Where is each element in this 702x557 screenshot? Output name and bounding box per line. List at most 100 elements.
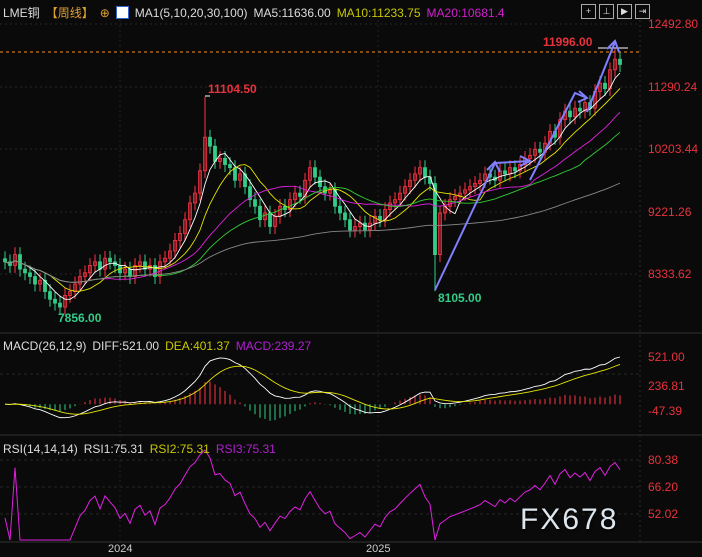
candle-body xyxy=(268,212,272,227)
candle-body xyxy=(528,154,532,159)
candle-body xyxy=(393,199,397,204)
candle-body xyxy=(358,222,362,227)
candle-body xyxy=(33,276,37,285)
candle-body xyxy=(418,167,422,175)
crosshair-icon[interactable]: ⊕ xyxy=(99,5,110,20)
rsi2-value: RSI2:75.31 xyxy=(149,442,210,456)
candle-body xyxy=(433,183,437,256)
candle-body xyxy=(398,192,402,201)
rsi-header: RSI(14,14,14) RSI1:75.31 RSI2:75.31 RSI3… xyxy=(3,442,276,456)
candle-body xyxy=(463,189,467,194)
ma30-line xyxy=(4,131,621,283)
rsi-name[interactable]: RSI(14,14,14) xyxy=(3,442,78,456)
candle-body xyxy=(438,212,442,256)
candle-body xyxy=(213,145,217,162)
candle-body xyxy=(83,272,87,277)
candle-body xyxy=(138,261,142,266)
trend-arrow xyxy=(434,162,496,291)
candle-body xyxy=(473,183,477,188)
candle-body xyxy=(353,226,357,231)
candle-body xyxy=(573,107,577,118)
low-annotation-2025: 8105.00 xyxy=(438,291,482,305)
candle-body xyxy=(158,261,162,277)
candle-body xyxy=(228,164,232,169)
macd-value: MACD:239.27 xyxy=(235,339,312,353)
candle-body xyxy=(363,222,367,231)
candle-body xyxy=(133,265,137,277)
main-header: LME铜 【周线】 ⊕ MA1(5,10,20,30,100) MA5:1163… xyxy=(3,4,505,21)
play-icon[interactable]: ▶ xyxy=(617,4,632,19)
ma20-value: MA20:10681.4 xyxy=(426,5,505,20)
candle-body xyxy=(223,157,227,165)
candle-body xyxy=(173,240,177,252)
candle-body xyxy=(188,202,192,221)
candle-body xyxy=(248,186,252,201)
candle-body xyxy=(258,205,262,221)
y-tick: 11290.24 xyxy=(648,80,698,94)
candle-body xyxy=(43,279,47,292)
candle-body xyxy=(403,186,407,194)
macd-diff: DIFF:521.00 xyxy=(92,339,160,353)
rsi-tick: 66.20 xyxy=(648,480,679,494)
ma100-line xyxy=(4,182,621,283)
dea-line xyxy=(4,363,621,415)
watermark: FX678 xyxy=(520,503,619,536)
candle-body xyxy=(293,192,297,201)
candle-body xyxy=(143,261,147,270)
ma-indicator-label[interactable]: MA1(5,10,20,30,100) xyxy=(134,5,248,20)
candle-body xyxy=(468,186,472,191)
period-label[interactable]: 【周线】 xyxy=(45,6,94,20)
candle-body xyxy=(88,265,92,274)
ma5-line xyxy=(4,72,621,300)
candle-body xyxy=(413,173,417,181)
rsi-tick: 80.38 xyxy=(648,453,679,467)
candle-body xyxy=(163,257,167,263)
ma20-line xyxy=(4,112,621,283)
candle-body xyxy=(478,179,482,184)
y-tick: 12492.80 xyxy=(648,17,699,31)
candle-body xyxy=(373,215,377,224)
candle-body xyxy=(238,173,242,181)
candle-body xyxy=(298,192,302,197)
forward-icon[interactable]: ⇥ xyxy=(635,4,650,19)
candle-body xyxy=(483,173,487,181)
candle-body xyxy=(408,179,412,188)
x-tick: 2024 xyxy=(108,543,133,555)
indicator-chart-icon[interactable] xyxy=(115,6,129,19)
candle-body xyxy=(208,136,212,147)
candle-body xyxy=(308,167,312,181)
candle-body xyxy=(303,179,307,197)
candle-body xyxy=(288,199,292,211)
recent-high-annotation: 11996.00 xyxy=(543,35,593,49)
candle-body xyxy=(578,107,582,112)
candle-body xyxy=(568,110,572,118)
y-tick: 10203.44 xyxy=(648,142,699,156)
candle-body xyxy=(123,268,127,274)
candle-body xyxy=(13,254,17,266)
y-tick: 9221.26 xyxy=(648,205,692,219)
crosshair-tool-icon[interactable]: + xyxy=(581,4,596,19)
zoom-tool-icon[interactable]: ⊥ xyxy=(599,4,614,19)
candle-body xyxy=(58,302,62,308)
macd-tick: 236.81 xyxy=(648,379,685,393)
candle-body xyxy=(253,199,257,207)
candle-body xyxy=(108,257,112,263)
candle-body xyxy=(183,219,187,234)
candle-body xyxy=(603,82,607,90)
candle-body xyxy=(3,258,7,263)
candle-body xyxy=(63,295,67,308)
candle-body xyxy=(263,212,267,221)
macd-name[interactable]: MACD(26,12,9) xyxy=(3,339,87,353)
candle-body xyxy=(203,136,207,172)
candle-body xyxy=(233,167,237,181)
ma10-value: MA10:11233.75 xyxy=(336,5,421,20)
candle-body xyxy=(38,279,42,285)
candle-body xyxy=(533,148,537,156)
ma10-line xyxy=(4,88,621,292)
candle-body xyxy=(28,272,32,277)
trend-arrow xyxy=(494,160,531,164)
macd-dea: DEA:401.37 xyxy=(165,339,230,353)
candle-body xyxy=(153,265,157,277)
